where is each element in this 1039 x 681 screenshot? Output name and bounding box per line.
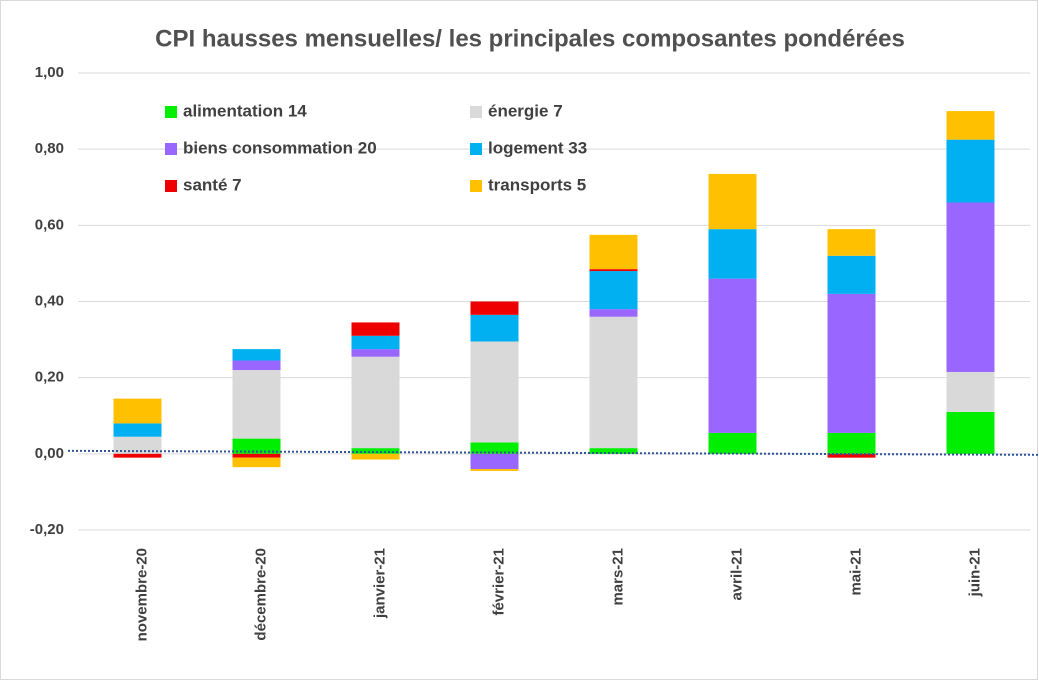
- bar-segment: [589, 271, 638, 310]
- legend-swatch: [165, 106, 177, 118]
- bar-segment: [232, 457, 281, 468]
- x-tick-label: janvier-21: [371, 548, 388, 619]
- bar-segment: [351, 453, 400, 460]
- x-tick-label: mars-21: [609, 548, 626, 606]
- bar-segment: [827, 453, 876, 458]
- bar-segment: [113, 398, 162, 424]
- bar-segment: [708, 229, 757, 279]
- x-tick-label: avril-21: [728, 548, 745, 601]
- y-tick-label: 0,60: [35, 216, 64, 233]
- y-tick-label: 1,00: [35, 64, 64, 81]
- bar-segment: [470, 314, 519, 342]
- bar-segment: [946, 371, 995, 412]
- legend-label: santé 7: [183, 175, 242, 194]
- bar-segment: [470, 301, 519, 315]
- legend-swatch: [165, 180, 177, 192]
- legend-swatch: [165, 143, 177, 155]
- bar-segment: [351, 322, 400, 336]
- legend-swatch: [470, 180, 482, 192]
- x-tick-label: février-21: [490, 548, 507, 616]
- x-tick-label: décembre-20: [252, 548, 269, 641]
- bar-segment: [827, 229, 876, 256]
- legend-swatch: [470, 143, 482, 155]
- bar-segment: [946, 139, 995, 203]
- chart-title: CPI hausses mensuelles/ les principales …: [155, 25, 905, 52]
- bar-segment: [470, 469, 519, 471]
- bar-segment: [351, 356, 400, 449]
- bar-segment: [470, 453, 519, 470]
- bar-segment: [113, 436, 162, 454]
- bar-segment: [470, 341, 519, 443]
- bar-segment: [708, 432, 757, 454]
- bar-segment: [589, 309, 638, 317]
- bar-segment: [827, 255, 876, 294]
- x-tick-label: juin-21: [966, 548, 983, 597]
- bar-segment: [113, 453, 162, 458]
- y-tick-label: 0,40: [35, 292, 64, 309]
- bar-segment: [113, 423, 162, 437]
- legend-label: énergie 7: [488, 101, 563, 120]
- legend-label: alimentation 14: [183, 101, 307, 120]
- bar-segment: [589, 234, 638, 270]
- bar-segment: [351, 448, 400, 454]
- bar-segment: [589, 316, 638, 449]
- y-tick-label: 0,20: [35, 369, 64, 386]
- bar-segment: [946, 202, 995, 372]
- bar-segment: [946, 411, 995, 454]
- bar-segment: [232, 360, 281, 371]
- y-tick-label: -0,20: [30, 521, 64, 538]
- bar-segment: [708, 173, 757, 230]
- bar-segment: [589, 269, 638, 272]
- zero-line: [67, 449, 1039, 456]
- legend-label: biens consommation 20: [183, 138, 377, 157]
- y-tick-label: 0,80: [35, 140, 64, 157]
- bar-segment: [232, 349, 281, 361]
- bar-segment: [232, 370, 281, 439]
- bar-segment: [946, 111, 995, 140]
- y-tick-label: 0,00: [35, 445, 64, 462]
- bar-segment: [827, 293, 876, 433]
- bar-segment: [351, 335, 400, 350]
- legend-label: transports 5: [488, 175, 586, 194]
- bar-segment: [589, 448, 638, 454]
- bar-segment: [232, 453, 281, 458]
- bar-segment: [232, 438, 281, 454]
- legend-label: logement 33: [488, 138, 587, 157]
- legend-swatch: [470, 106, 482, 118]
- bar-segment: [708, 278, 757, 433]
- bar-segment: [351, 349, 400, 357]
- x-tick-label: novembre-20: [133, 548, 150, 641]
- bar-segment: [470, 442, 519, 454]
- bar-segment: [827, 432, 876, 454]
- x-tick-label: mai-21: [847, 548, 864, 596]
